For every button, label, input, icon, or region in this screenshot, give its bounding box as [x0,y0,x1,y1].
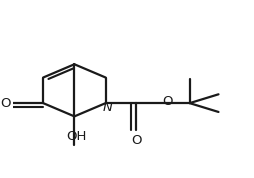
Text: O: O [132,134,142,147]
Text: OH: OH [67,130,87,143]
Text: O: O [162,95,173,108]
Text: N: N [103,101,113,114]
Text: O: O [0,97,11,110]
